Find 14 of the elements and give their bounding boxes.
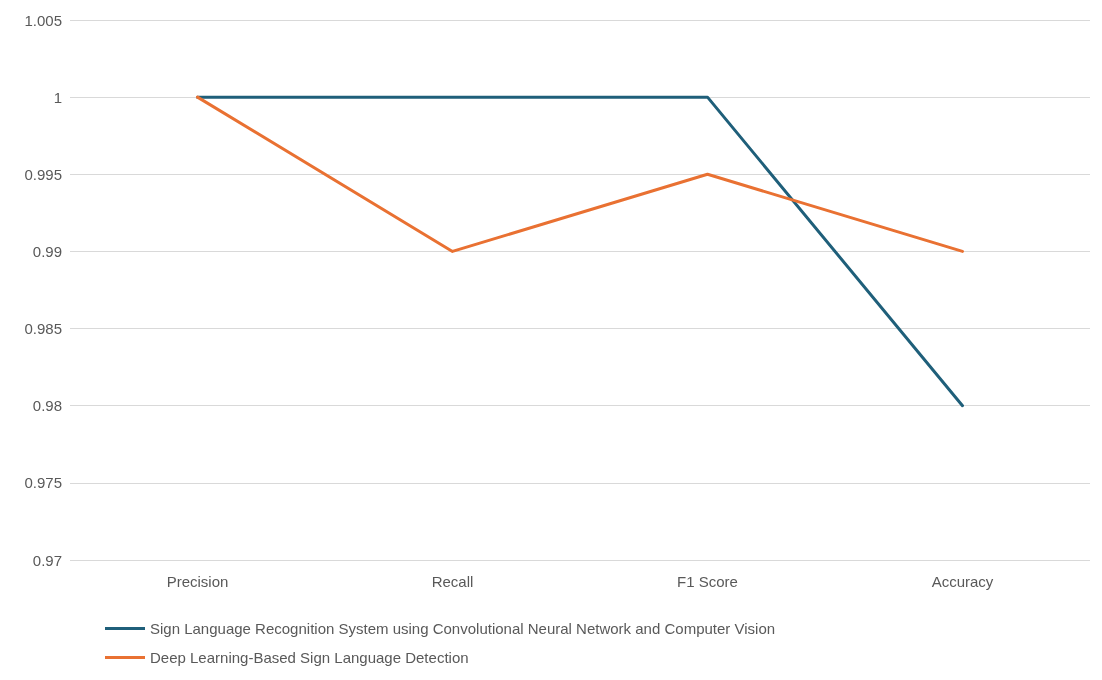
y-tick-label: 0.99	[32, 242, 62, 260]
y-tick-label: 1.005	[24, 11, 62, 29]
x-tick-label: Precision	[166, 573, 229, 590]
legend-label: Deep Learning-Based Sign Language Detection	[150, 649, 469, 666]
y-tick-label: 0.975	[24, 474, 62, 492]
y-tick-label: 0.985	[24, 320, 62, 338]
legend-label: Sign Language Recognition System using Convolutional Neural Network and Computer Vision	[150, 620, 776, 637]
y-tick-label: 0.98	[32, 397, 62, 415]
x-tick-label: Recall	[431, 573, 474, 590]
x-tick-label: F1 Score	[677, 573, 738, 590]
y-tick-label: 0.995	[24, 165, 62, 183]
y-tick-label: 1	[53, 88, 62, 106]
y-tick-label: 0.97	[32, 551, 62, 569]
x-tick-label: Accuracy	[931, 573, 994, 590]
